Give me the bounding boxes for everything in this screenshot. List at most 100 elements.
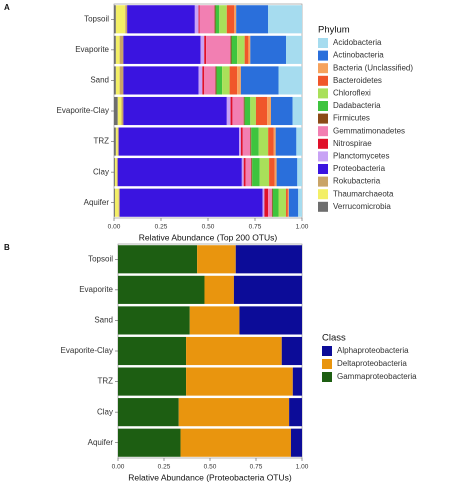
panel-label: B <box>4 243 10 252</box>
bar-segment <box>250 96 256 126</box>
bar-segment <box>232 96 244 126</box>
bar-segment <box>230 96 233 126</box>
legend-swatch <box>318 88 328 99</box>
bar-segment <box>278 188 287 217</box>
bar-segment <box>115 66 120 95</box>
legend-label: Chloroflexi <box>333 89 371 98</box>
bar-segment <box>119 188 263 217</box>
legend-label: Thaumarchaeota <box>333 189 394 198</box>
x-tick-label: 0.00 <box>108 224 121 231</box>
legend-swatch <box>318 101 328 111</box>
y-tick-label: Aquifer <box>88 438 114 447</box>
bar-segment <box>118 188 120 217</box>
bar-segment <box>250 127 252 156</box>
legend-label: Actinobacteria <box>333 51 384 60</box>
x-tick-label: 0.75 <box>249 224 262 231</box>
bar-segment <box>204 66 216 95</box>
bar-segment <box>233 275 302 304</box>
bar-segment <box>115 35 120 64</box>
bar-segment <box>270 96 293 126</box>
bar-segment <box>258 127 269 156</box>
legend-label: Firmicutes <box>333 114 370 123</box>
bar-segment <box>215 66 217 95</box>
bar-segment <box>245 158 252 187</box>
bar-segment <box>252 158 260 187</box>
bar-segment <box>269 158 275 187</box>
legend-label: Verrucomicrobia <box>333 202 391 211</box>
bar-segment <box>199 5 215 34</box>
bar-segment <box>237 35 245 64</box>
bar-segment <box>118 127 240 156</box>
y-tick-label: Evaporite-Clay <box>61 346 113 355</box>
bar-segment <box>236 5 269 34</box>
bar-segment <box>244 35 249 64</box>
y-tick-label: Evaporite <box>75 45 109 54</box>
bar-segment <box>178 398 290 427</box>
bar-segment <box>230 35 232 64</box>
legend-title: Class <box>322 333 346 344</box>
y-tick-label: Clay <box>97 407 113 416</box>
bar-segment <box>235 245 302 274</box>
bar-segment <box>180 428 291 457</box>
y-tick-label: Evaporite <box>79 285 113 294</box>
bar-segment <box>114 127 116 156</box>
x-tick-label: 0.00 <box>112 464 125 471</box>
bar-segment <box>268 5 302 34</box>
bar-segment <box>114 158 117 187</box>
legend-label: Acidobacteria <box>333 38 382 47</box>
bar-segment <box>240 127 243 156</box>
bar-segment <box>117 96 122 126</box>
legend-swatch <box>318 38 328 48</box>
bar-segment <box>215 5 220 34</box>
legend-label: Bacteria (Unclassified) <box>333 63 413 72</box>
bar-segment <box>118 306 190 335</box>
legend-label: Rokubacteria <box>333 177 381 186</box>
legend-title: Phylum <box>318 25 350 36</box>
x-tick-label: 1.00 <box>296 224 309 231</box>
x-tick-label: 0.50 <box>202 224 215 231</box>
legend-swatch <box>318 151 328 162</box>
bar-segment <box>248 35 251 64</box>
bar-segment <box>114 96 118 126</box>
bar-segment <box>292 96 302 126</box>
x-tick-label: 0.75 <box>250 464 263 471</box>
bar-segment <box>123 96 227 126</box>
bar-segment <box>268 127 274 156</box>
bar-segment <box>189 306 240 335</box>
bar-segment <box>204 275 234 304</box>
bar-segment <box>118 245 198 274</box>
legend-swatch <box>322 346 332 356</box>
x-tick-label: 1.00 <box>296 464 309 471</box>
bar-segment <box>274 158 277 187</box>
legend-swatch <box>322 359 332 369</box>
bar-segment <box>240 66 279 95</box>
legend-label: Alphaproteobacteria <box>337 346 409 355</box>
bar-segment <box>244 96 251 126</box>
y-tick-label: Sand <box>94 316 113 325</box>
bar-segment <box>118 275 205 304</box>
bar-segment <box>127 5 195 34</box>
bar-segment <box>259 158 270 187</box>
legend-swatch <box>318 138 328 149</box>
y-tick-label: Evaporite-Clay <box>57 106 109 115</box>
bar-segment <box>296 127 302 156</box>
legend-label: Planctomycetes <box>333 152 389 161</box>
bar-segment <box>267 96 271 126</box>
bar-segment <box>241 158 244 187</box>
bar-segment <box>114 35 116 64</box>
x-axis-title: Relative Abundance (Proteobacteria OTUs) <box>128 472 292 482</box>
bar-segment <box>118 336 187 366</box>
bar-segment <box>272 188 279 217</box>
bar-segment <box>297 158 302 187</box>
bar-segment <box>276 158 298 187</box>
legend-label: Proteobacteria <box>333 164 386 173</box>
bar-segment <box>262 188 265 217</box>
bar-segment <box>119 35 124 64</box>
legend-swatch <box>318 176 328 187</box>
legend-label: Gemmatimonadetes <box>333 126 405 135</box>
bar-segment <box>202 66 205 95</box>
bar-segment <box>239 127 241 156</box>
y-tick-label: TRZ <box>97 377 113 386</box>
legend-label: Gammaproteobacteria <box>337 372 417 381</box>
